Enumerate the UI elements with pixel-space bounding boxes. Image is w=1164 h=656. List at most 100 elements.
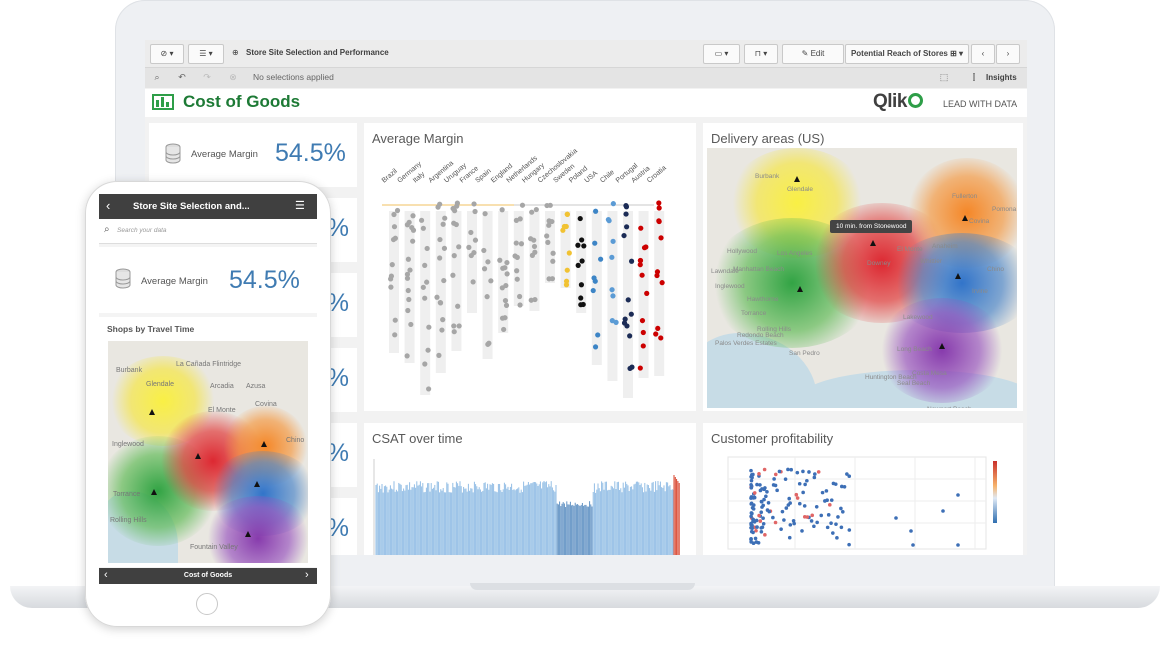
scatter-point: [894, 516, 898, 520]
scatter-point: [771, 515, 775, 520]
phone-screen: ‹ Store Site Selection and... ☰ ⌕ Search…: [99, 194, 317, 584]
scatter-point: [754, 540, 759, 544]
store-marker-icon[interactable]: [245, 531, 251, 537]
phone-kpi-value: 54.5%: [229, 266, 300, 294]
range-band: [623, 211, 633, 398]
data-point: [598, 256, 604, 262]
store-marker-icon[interactable]: [962, 215, 968, 221]
scatter-point: [783, 477, 788, 481]
map-canvas[interactable]: Burbank Glendale Hollywood Los Angeles Ingle…: [707, 148, 1017, 408]
scatter-point: [749, 514, 753, 519]
data-point: [405, 287, 411, 294]
phone-search-bar[interactable]: ⌕ Search your data: [99, 219, 317, 244]
scatter-point: [758, 519, 763, 523]
data-point: [579, 258, 585, 264]
search-input[interactable]: Search your data: [117, 227, 167, 234]
scatter-point: [765, 489, 769, 494]
phone-header: ‹ Store Site Selection and... ☰: [99, 194, 317, 219]
data-point: [482, 211, 488, 217]
scatter-point: [839, 484, 844, 489]
present-button[interactable]: ▭ ▾: [703, 44, 740, 64]
data-point: [504, 271, 510, 277]
data-point: [422, 361, 428, 367]
navigation-menu-button[interactable]: ⊘ ▾: [150, 44, 184, 64]
delivery-areas-map[interactable]: Delivery areas (US) Burbank Glendale Holly…: [703, 123, 1023, 411]
data-point: [394, 207, 401, 214]
data-point: [658, 335, 664, 341]
hamburger-menu-icon[interactable]: ☰: [295, 200, 305, 212]
store-marker-icon[interactable]: [149, 409, 155, 415]
kpi-card[interactable]: Average Margin 54.5%: [149, 123, 357, 187]
data-point: [512, 253, 518, 259]
sheet-selector[interactable]: Potential Reach of Stores ⊞ ▾: [845, 44, 969, 64]
purple-zone: [203, 496, 308, 563]
average-margin-chart[interactable]: Average Margin Brazil Germany Italy Argenti…: [364, 123, 696, 411]
next-sheet-icon[interactable]: ›: [305, 569, 309, 581]
previous-sheet-button[interactable]: ‹: [971, 44, 995, 64]
scatter-point: [797, 481, 802, 486]
qlik-logo: Qlik: [873, 91, 923, 113]
previous-sheet-icon[interactable]: ‹: [104, 569, 108, 581]
data-point: [407, 267, 413, 273]
list-menu-button[interactable]: ☰ ▾: [188, 44, 224, 64]
scatter-point: [956, 493, 960, 497]
kpi-label: Average Margin: [191, 149, 258, 160]
database-icon: [115, 268, 131, 289]
store-marker-icon[interactable]: [939, 343, 945, 349]
data-point: [456, 244, 462, 250]
back-arrow-icon[interactable]: ‹: [106, 198, 111, 213]
store-marker-icon[interactable]: [195, 453, 201, 459]
edit-button[interactable]: ✎ Edit: [782, 44, 844, 64]
phone-footer: ‹ Cost of Goods ›: [99, 568, 317, 584]
store-marker-icon[interactable]: [870, 240, 876, 246]
scatter-point: [775, 488, 779, 493]
phone-map-label: La Cañada Flintridge: [176, 361, 241, 368]
scatter-point: [755, 525, 759, 529]
next-sheet-button[interactable]: ›: [996, 44, 1020, 64]
data-point: [654, 272, 660, 279]
data-point: [592, 344, 599, 350]
data-point: [408, 321, 414, 328]
phone-map-label: Burbank: [116, 367, 143, 374]
data-point: [628, 311, 634, 317]
step-back-icon[interactable]: ↶: [178, 72, 186, 82]
map-label: Hollywood: [727, 248, 757, 255]
phone-map-card[interactable]: Shops by Travel Time La Cañada Flintridg…: [99, 317, 317, 567]
step-forward-icon[interactable]: ↷: [203, 72, 211, 82]
smart-search-icon[interactable]: ⌕: [154, 72, 160, 82]
data-point: [640, 343, 646, 349]
store-marker-icon[interactable]: [955, 273, 961, 279]
data-point: [627, 333, 633, 339]
phone-map-label: Inglewood: [112, 441, 144, 448]
home-button[interactable]: [196, 593, 218, 615]
kpi-value-6: %: [326, 514, 349, 542]
data-point: [456, 323, 462, 329]
bookmark-button[interactable]: ⊓ ▾: [744, 44, 778, 64]
customer-profitability-chart[interactable]: Customer profitability: [703, 423, 1023, 555]
scatter-point: [762, 497, 766, 502]
store-marker-icon[interactable]: [261, 441, 267, 447]
data-point: [545, 239, 551, 245]
phone-map-canvas[interactable]: La Cañada Flintridge Burbank Glendale Arcad…: [108, 341, 308, 563]
map-label: Costa Mesa: [912, 370, 947, 377]
insights-icon[interactable]: ⫿: [972, 72, 976, 82]
store-marker-icon[interactable]: [151, 489, 157, 495]
bar-chart-icon: [152, 94, 174, 110]
scatter-point: [836, 515, 840, 519]
scatter-point: [823, 499, 827, 503]
chart-title: Customer profitability: [711, 431, 834, 446]
data-point: [418, 217, 425, 223]
data-point: [577, 215, 583, 222]
color-legend: [993, 461, 997, 523]
store-marker-icon[interactable]: [797, 286, 803, 292]
insights-button[interactable]: Insights: [986, 73, 1017, 82]
store-marker-icon[interactable]: [254, 481, 260, 487]
bookmark-icon: ⊓ ▾: [754, 49, 768, 58]
csat-chart[interactable]: CSAT over time: [364, 423, 696, 555]
scatter-point: [842, 484, 847, 489]
data-point: [518, 241, 525, 247]
lasso-icon[interactable]: ⬚: [939, 72, 949, 82]
clear-selections-icon[interactable]: ⊗: [229, 72, 237, 82]
store-marker-icon[interactable]: [794, 176, 800, 182]
phone-kpi-card[interactable]: Average Margin 54.5%: [99, 247, 317, 313]
